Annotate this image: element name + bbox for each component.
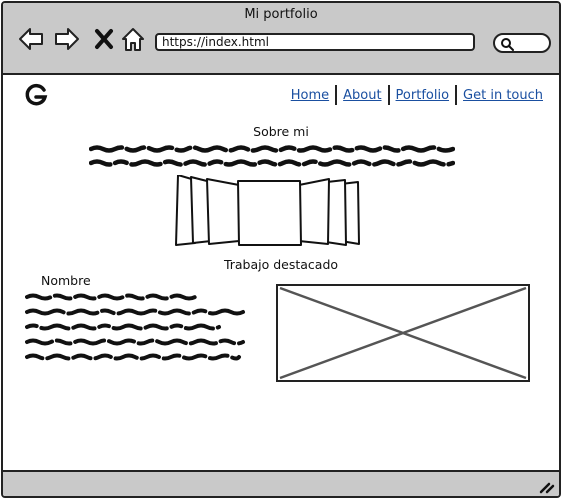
browser-toolbar: Mi portfolio https://index.html	[3, 3, 559, 75]
nav-portfolio-link[interactable]: Portfolio	[395, 87, 450, 103]
window-title: Mi portfolio	[244, 7, 318, 22]
forward-arrow-icon[interactable]	[53, 25, 81, 53]
browser-search-field[interactable]	[493, 33, 551, 53]
back-arrow-icon[interactable]	[17, 25, 45, 53]
image-carousel[interactable]	[173, 175, 363, 247]
nav-about-link[interactable]: About	[343, 87, 382, 103]
nav-divider	[387, 85, 390, 105]
top-navigation: Home About Portfolio Get in touch	[285, 85, 549, 105]
project-name-label: Nombre	[41, 273, 91, 288]
about-placeholder-text	[89, 145, 455, 167]
google-g-icon[interactable]	[23, 83, 49, 109]
nav-divider	[335, 85, 338, 105]
home-icon[interactable]	[119, 25, 147, 53]
status-bar	[3, 470, 559, 496]
featured-work-heading: Trabajo destacado	[223, 257, 339, 272]
address-bar[interactable]: https://index.html	[155, 33, 475, 51]
project-description-placeholder	[25, 293, 245, 361]
nav-home-link[interactable]: Home	[290, 87, 330, 103]
stop-close-icon[interactable]	[91, 25, 119, 53]
address-url: https://index.html	[162, 35, 269, 49]
search-icon	[501, 38, 514, 51]
about-heading: Sobre mi	[253, 124, 309, 139]
resize-grip-icon[interactable]	[537, 476, 555, 494]
nav-divider	[455, 85, 458, 105]
page-content: Home About Portfolio Get in touch Sobre mi …	[3, 75, 559, 473]
nav-contact-link[interactable]: Get in touch	[463, 87, 543, 103]
featured-image-placeholder	[276, 284, 530, 382]
image-placeholder-icon	[279, 286, 527, 380]
